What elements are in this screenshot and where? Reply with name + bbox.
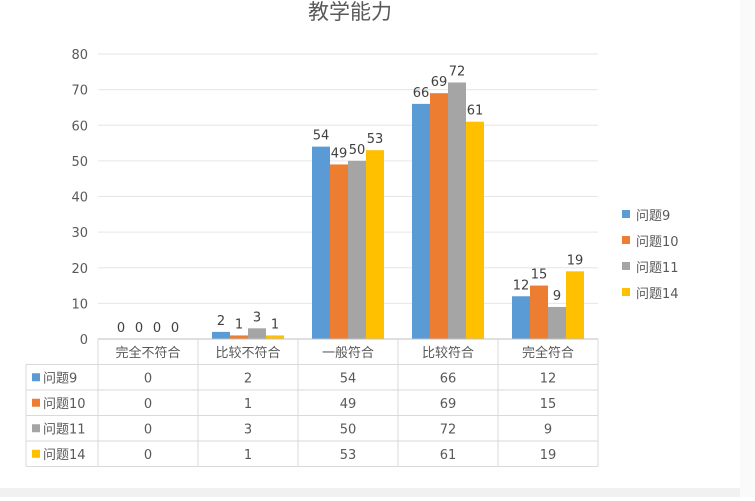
category-label: 一般符合: [322, 345, 374, 361]
bar: [312, 146, 330, 339]
y-tick-label: 30: [71, 226, 88, 241]
data-label: 49: [331, 146, 348, 161]
legend-label: 问题9: [636, 209, 670, 224]
table-cell: 0: [144, 397, 152, 412]
legend-swatch: [622, 262, 630, 270]
table-series-name: 问题9: [43, 371, 77, 386]
y-tick-label: 50: [71, 155, 88, 170]
y-tick-label: 20: [71, 262, 88, 277]
data-label: 66: [413, 86, 430, 101]
table-cell: 15: [540, 397, 557, 412]
table-legend-key: [32, 373, 40, 382]
y-tick-label: 0: [80, 333, 88, 348]
y-tick-label: 70: [71, 84, 88, 99]
table-legend-key: [32, 449, 40, 458]
data-label: 15: [531, 268, 548, 283]
table-cell: 12: [540, 371, 557, 386]
legend-swatch: [622, 210, 630, 218]
data-label: 2: [217, 314, 225, 329]
legend-label: 问题11: [636, 261, 679, 276]
bar: [512, 296, 530, 339]
table-cell: 0: [144, 448, 152, 463]
data-label: 50: [349, 143, 366, 158]
bar: [266, 335, 284, 339]
data-label: 0: [171, 321, 179, 336]
bar: [412, 103, 430, 339]
table-legend-key: [32, 398, 40, 407]
table-series-name: 问题10: [43, 397, 86, 412]
table-cell: 9: [544, 422, 552, 437]
table-cell: 0: [144, 422, 152, 437]
table-cell: 72: [440, 422, 457, 437]
table-cell: 2: [244, 371, 252, 386]
bar: [548, 306, 566, 339]
legend-label: 问题10: [636, 235, 679, 250]
y-tick-label: 60: [71, 119, 88, 134]
data-label: 19: [567, 253, 584, 268]
table-series-name: 问题11: [43, 422, 86, 437]
legend-swatch: [622, 236, 630, 244]
bar: [330, 164, 348, 339]
table-cell: 19: [540, 448, 557, 463]
legend-label: 问题14: [636, 287, 679, 302]
table-cell: 66: [440, 371, 457, 386]
table-legend-key: [32, 424, 40, 433]
data-label: 12: [513, 278, 530, 293]
chart-title: 教学能力: [308, 0, 392, 24]
legend-swatch: [622, 288, 630, 296]
table-cell: 1: [244, 448, 252, 463]
bar: [248, 328, 266, 339]
bar: [366, 150, 384, 339]
table-cell: 54: [340, 371, 357, 386]
data-label: 54: [313, 129, 330, 144]
data-label: 3: [253, 310, 261, 325]
y-tick-label: 40: [71, 191, 88, 206]
category-label: 完全不符合: [115, 345, 180, 361]
data-label: 0: [135, 321, 143, 336]
bar: [466, 121, 484, 339]
data-label: 0: [117, 321, 125, 336]
table-cell: 49: [340, 397, 357, 412]
y-tick-label: 10: [71, 297, 88, 312]
table-cell: 69: [440, 397, 457, 412]
bar: [348, 160, 366, 339]
bar: [430, 93, 448, 339]
table-cell: 53: [340, 448, 357, 463]
data-label: 0: [153, 321, 161, 336]
bar: [566, 271, 584, 339]
category-label: 比较符合: [422, 345, 474, 361]
category-label: 完全符合: [522, 345, 574, 361]
data-label: 69: [431, 75, 448, 90]
right-band: [740, 0, 755, 497]
bar: [212, 331, 230, 339]
data-label: 9: [553, 289, 561, 304]
table-cell: 1: [244, 397, 252, 412]
data-label: 61: [467, 104, 484, 119]
table-series-name: 问题14: [43, 448, 86, 463]
bar: [230, 335, 248, 339]
category-label: 比较不符合: [215, 345, 280, 361]
data-label: 1: [235, 317, 243, 332]
table-cell: 61: [440, 448, 457, 463]
bar: [448, 82, 466, 339]
bar: [530, 285, 548, 339]
y-tick-label: 80: [71, 48, 88, 63]
table-cell: 3: [244, 422, 252, 437]
data-label: 53: [367, 132, 384, 147]
table-cell: 50: [340, 422, 357, 437]
table-cell: 0: [144, 371, 152, 386]
data-label: 72: [449, 65, 466, 80]
bottom-band: [0, 488, 755, 497]
data-label: 1: [271, 317, 279, 332]
